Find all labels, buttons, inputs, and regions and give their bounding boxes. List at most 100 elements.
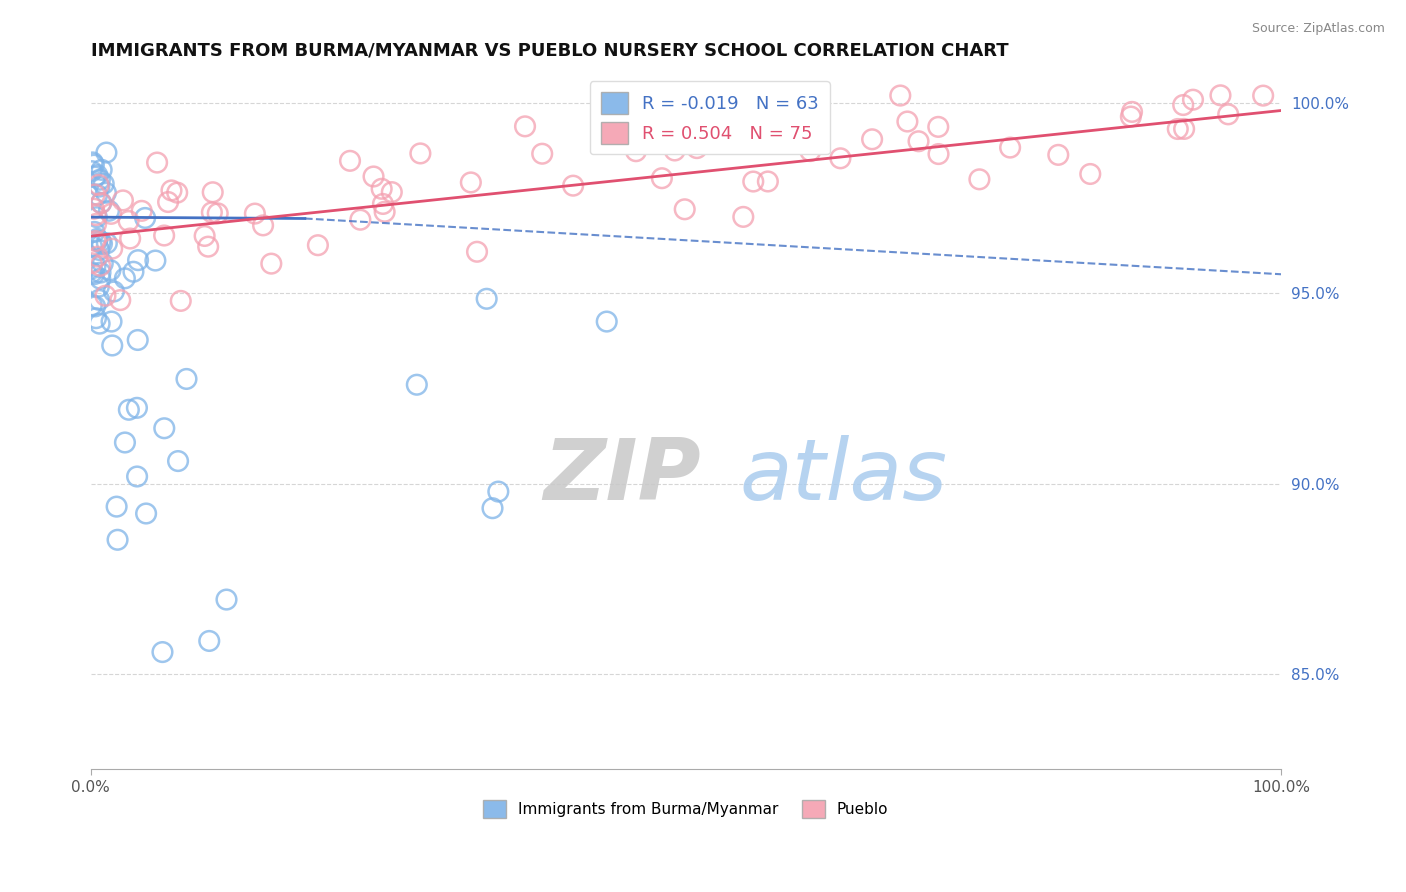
Point — [651, 171, 673, 186]
Point — [160, 183, 183, 197]
Point — [90, 195, 112, 210]
Text: atlas: atlas — [740, 435, 948, 518]
Point — [201, 205, 224, 219]
Point — [84, 217, 107, 231]
Point — [101, 242, 124, 256]
Text: ZIP: ZIP — [543, 435, 700, 518]
Point — [860, 132, 883, 146]
Point — [96, 236, 118, 251]
Point — [207, 206, 229, 220]
Point — [998, 140, 1021, 154]
Point — [89, 172, 111, 186]
Point — [87, 279, 110, 293]
Point — [742, 175, 765, 189]
Point — [89, 266, 111, 280]
Point — [243, 206, 266, 220]
Point — [125, 401, 148, 415]
Point — [481, 501, 503, 516]
Point — [120, 231, 142, 245]
Point — [83, 202, 105, 216]
Point — [84, 208, 107, 222]
Point — [799, 144, 821, 158]
Point — [127, 253, 149, 268]
Point — [153, 421, 176, 435]
Point — [339, 153, 361, 168]
Point — [1047, 148, 1070, 162]
Point — [91, 256, 114, 270]
Point — [82, 155, 104, 169]
Point — [84, 259, 107, 273]
Point — [733, 210, 755, 224]
Point — [86, 232, 108, 246]
Point — [118, 402, 141, 417]
Point — [86, 210, 108, 224]
Point — [153, 228, 176, 243]
Point — [927, 120, 949, 134]
Point — [145, 253, 167, 268]
Point — [90, 235, 112, 249]
Point — [460, 176, 482, 190]
Point — [596, 314, 619, 328]
Point — [371, 197, 394, 211]
Point — [531, 146, 554, 161]
Point — [80, 239, 103, 253]
Point — [117, 214, 139, 228]
Point — [96, 145, 118, 160]
Point — [89, 317, 111, 331]
Point — [194, 229, 217, 244]
Point — [122, 265, 145, 279]
Legend: Immigrants from Burma/Myanmar, Pueblo: Immigrants from Burma/Myanmar, Pueblo — [477, 794, 894, 824]
Point — [409, 146, 432, 161]
Point — [969, 172, 991, 186]
Point — [363, 169, 385, 184]
Point — [486, 484, 509, 499]
Point — [1119, 110, 1142, 124]
Point — [215, 592, 238, 607]
Point — [152, 645, 174, 659]
Point — [928, 147, 950, 161]
Point — [830, 151, 852, 165]
Point — [94, 289, 117, 303]
Point — [94, 186, 117, 200]
Point — [89, 243, 111, 257]
Point — [90, 196, 112, 211]
Point — [101, 338, 124, 352]
Point — [370, 182, 392, 196]
Point — [114, 271, 136, 285]
Point — [90, 162, 112, 177]
Point — [83, 187, 105, 202]
Point — [84, 311, 107, 326]
Point — [686, 141, 709, 155]
Point — [107, 533, 129, 547]
Point — [135, 507, 157, 521]
Point — [131, 203, 153, 218]
Point — [84, 234, 107, 248]
Point — [260, 257, 283, 271]
Point — [127, 333, 149, 347]
Point — [114, 435, 136, 450]
Point — [100, 263, 122, 277]
Point — [89, 271, 111, 285]
Point — [673, 202, 696, 217]
Point — [80, 164, 103, 178]
Point — [405, 377, 427, 392]
Point — [907, 134, 929, 148]
Point — [86, 187, 108, 202]
Point — [197, 240, 219, 254]
Point — [146, 155, 169, 169]
Point — [381, 185, 404, 199]
Point — [896, 114, 918, 128]
Point — [307, 238, 329, 252]
Point — [1182, 93, 1205, 107]
Point — [889, 88, 911, 103]
Point — [465, 244, 488, 259]
Point — [83, 158, 105, 172]
Point — [475, 292, 498, 306]
Point — [198, 634, 221, 648]
Point — [89, 293, 111, 307]
Point — [349, 212, 371, 227]
Point — [1173, 122, 1195, 136]
Point — [1078, 167, 1101, 181]
Text: Source: ZipAtlas.com: Source: ZipAtlas.com — [1251, 22, 1385, 36]
Point — [91, 236, 114, 251]
